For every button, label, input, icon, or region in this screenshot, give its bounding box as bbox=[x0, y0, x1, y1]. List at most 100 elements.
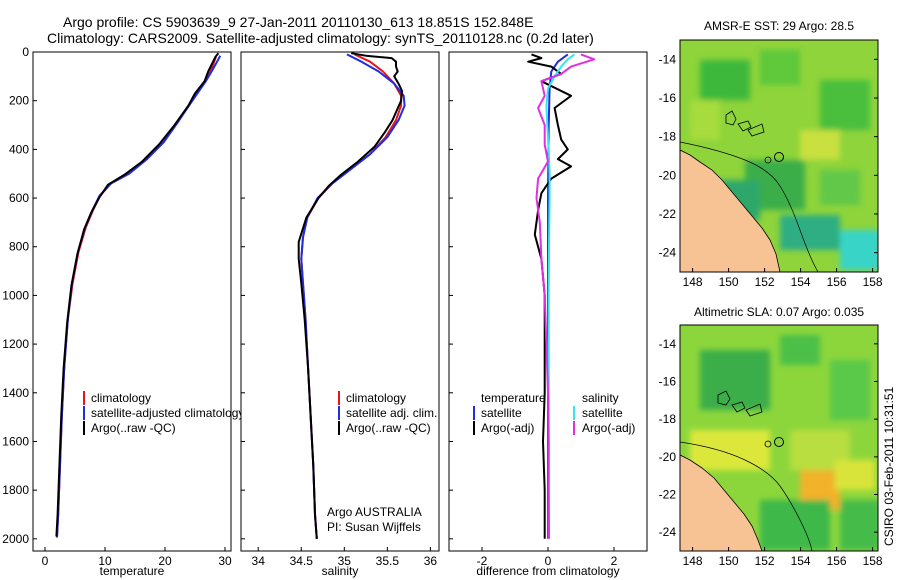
x-tick-label: 0 bbox=[545, 554, 552, 568]
difference-legend: temperature satellite Argo(-adj) salinit… bbox=[473, 391, 635, 435]
x-tick-label: 0 bbox=[42, 554, 49, 568]
map-y-tick-label: -20 bbox=[659, 450, 677, 464]
map-y-tick-label: -16 bbox=[659, 91, 677, 105]
difference-legend-title-salinity: salinity bbox=[582, 391, 619, 405]
series-line-salinity-satellite bbox=[545, 53, 575, 539]
difference-x-ticks: -2 0 2 bbox=[477, 547, 618, 568]
difference-legend-label-temp-argo: Argo(-adj) bbox=[481, 421, 534, 435]
figure-title-line2: Climatology: CARS2009. Satellite-adjuste… bbox=[47, 30, 594, 46]
sla-map-y-ticks: -14 -16 -18 -20 -22 -24 bbox=[659, 337, 878, 539]
map-x-tick-label: 154 bbox=[791, 554, 811, 568]
temperature-x-ticks: 0 10 20 30 bbox=[42, 547, 232, 568]
map-x-tick-label: 148 bbox=[683, 554, 703, 568]
map-x-tick-label: 148 bbox=[683, 275, 703, 289]
sst-map-frame bbox=[679, 39, 879, 273]
y-tick-label: 800 bbox=[9, 240, 29, 254]
sla-map-x-ticks: 148 150 152 154 156 158 bbox=[683, 547, 883, 568]
x-tick-label: 35.5 bbox=[376, 554, 400, 568]
sla-map-title: Altimetric SLA: 0.07 Argo: 0.035 bbox=[694, 305, 864, 319]
map-y-tick-label: -22 bbox=[659, 488, 677, 502]
sla-map-image bbox=[680, 325, 878, 551]
y-tick-label: 1000 bbox=[2, 288, 29, 302]
map-y-tick-label: -18 bbox=[659, 412, 677, 426]
map-y-tick-label: -18 bbox=[659, 130, 677, 144]
salinity-series bbox=[297, 52, 406, 539]
map-x-tick-label: 158 bbox=[863, 554, 883, 568]
temperature-series bbox=[55, 52, 222, 538]
temperature-legend-label-argo: Argo(..raw -QC) bbox=[91, 421, 176, 435]
map-x-tick-label: 150 bbox=[719, 275, 739, 289]
sla-map-argo-position bbox=[774, 437, 784, 447]
map-y-tick-label: -22 bbox=[659, 207, 677, 221]
map-x-tick-label: 152 bbox=[755, 275, 775, 289]
salinity-legend: climatology satellite adj. clim. Argo(..… bbox=[338, 391, 437, 435]
difference-legend-label-sal-satellite: satellite bbox=[582, 406, 623, 420]
map-y-tick-label: -20 bbox=[659, 168, 677, 182]
x-tick-label: 36 bbox=[424, 554, 438, 568]
salinity-legend-label-climatology: climatology bbox=[346, 391, 406, 405]
map-x-tick-label: 154 bbox=[791, 275, 811, 289]
sla-map-reef-circle bbox=[764, 440, 772, 448]
x-tick-label: 35 bbox=[338, 554, 352, 568]
y-tick-label: 1200 bbox=[2, 337, 29, 351]
sst-map-reefs bbox=[725, 110, 765, 137]
sst-map-patches bbox=[690, 50, 878, 270]
x-tick-label: 34.5 bbox=[290, 554, 314, 568]
x-tick-label: 30 bbox=[218, 554, 232, 568]
map-y-tick-label: -14 bbox=[659, 52, 677, 66]
difference-legend-label-temp-satellite: satellite bbox=[481, 406, 522, 420]
map-y-tick-label: -24 bbox=[659, 525, 677, 539]
map-y-tick-label: -16 bbox=[659, 375, 677, 389]
sla-map-land bbox=[680, 454, 763, 551]
y-tick-label: 1800 bbox=[2, 483, 29, 497]
sla-map-patches bbox=[690, 335, 878, 550]
temperature-x-label: temperature bbox=[100, 564, 165, 578]
salinity-y-ticks bbox=[241, 51, 245, 540]
float-country-annotation: Argo AUSTRALIA bbox=[327, 505, 422, 519]
y-tick-label: 200 bbox=[9, 94, 29, 108]
map-x-tick-label: 156 bbox=[827, 275, 847, 289]
sst-map-x-ticks: 148 150 152 154 156 158 bbox=[683, 268, 883, 289]
salinity-x-label: salinity bbox=[322, 564, 359, 578]
figure-title-line1: Argo profile: CS 5903639_9 27-Jan-2011 2… bbox=[63, 14, 533, 30]
series-line-argo-raw-qc bbox=[55, 52, 220, 537]
x-tick-label: 20 bbox=[158, 554, 172, 568]
temperature-panel: 0 200 400 600 800 1000 1200 1400 1600 1800 2000 0 1… bbox=[2, 45, 244, 578]
temperature-legend: climatology satellite-adjusted climatolo… bbox=[83, 391, 244, 435]
y-tick-label: 1400 bbox=[2, 386, 29, 400]
difference-series bbox=[527, 53, 596, 539]
sla-map-panel: Altimetric SLA: 0.07 Argo: 0.035 bbox=[659, 305, 883, 568]
x-tick-label: -2 bbox=[477, 554, 488, 568]
x-tick-label: 34 bbox=[252, 554, 266, 568]
salinity-axes-frame bbox=[240, 51, 440, 552]
difference-legend-label-sal-argo: Argo(-adj) bbox=[582, 421, 635, 435]
sst-map-shelf-contour bbox=[680, 141, 819, 272]
sst-map-title: AMSR-E SST: 29 Argo: 28.5 bbox=[704, 19, 854, 33]
sst-map-argo-position bbox=[774, 152, 784, 162]
series-line-temperature-argo-adj bbox=[527, 53, 573, 539]
difference-legend-title-temperature: temperature bbox=[481, 391, 546, 405]
sla-map-reefs bbox=[717, 390, 763, 417]
sst-map-panel: AMSR-E SST: 29 Argo: 28.5 bbox=[659, 19, 883, 289]
sst-map-reef-circle bbox=[764, 156, 772, 164]
y-tick-label: 600 bbox=[9, 191, 29, 205]
difference-panel: -2 0 2 temperature satellite Argo(-adj) sa… bbox=[448, 51, 648, 578]
y-tick-label: 1600 bbox=[2, 434, 29, 448]
float-pi-annotation: PI: Susan Wijffels bbox=[327, 520, 421, 534]
y-tick-label: 400 bbox=[9, 142, 29, 156]
temperature-legend-label-climatology: climatology bbox=[91, 391, 151, 405]
series-line-salinity-argo-adj bbox=[535, 53, 596, 539]
x-tick-label: 10 bbox=[98, 554, 112, 568]
temperature-legend-label-satellite: satellite-adjusted climatology bbox=[91, 406, 244, 420]
x-tick-label: 2 bbox=[611, 554, 618, 568]
salinity-legend-label-satellite: satellite adj. clim. bbox=[346, 406, 437, 420]
series-line-argo-raw-qc bbox=[297, 52, 403, 539]
sla-map-shelf-contour bbox=[680, 441, 813, 551]
temperature-y-ticks: 0 200 400 600 800 1000 1200 1400 1600 1800 2000 bbox=[2, 45, 37, 546]
salinity-legend-label-argo: Argo(..raw -QC) bbox=[346, 421, 431, 435]
csiro-timestamp: CSIRO 03-Feb-2011 10:31:51 bbox=[882, 386, 896, 546]
map-x-tick-label: 158 bbox=[863, 275, 883, 289]
sla-map-frame bbox=[679, 324, 879, 552]
sst-map-land bbox=[680, 149, 781, 272]
